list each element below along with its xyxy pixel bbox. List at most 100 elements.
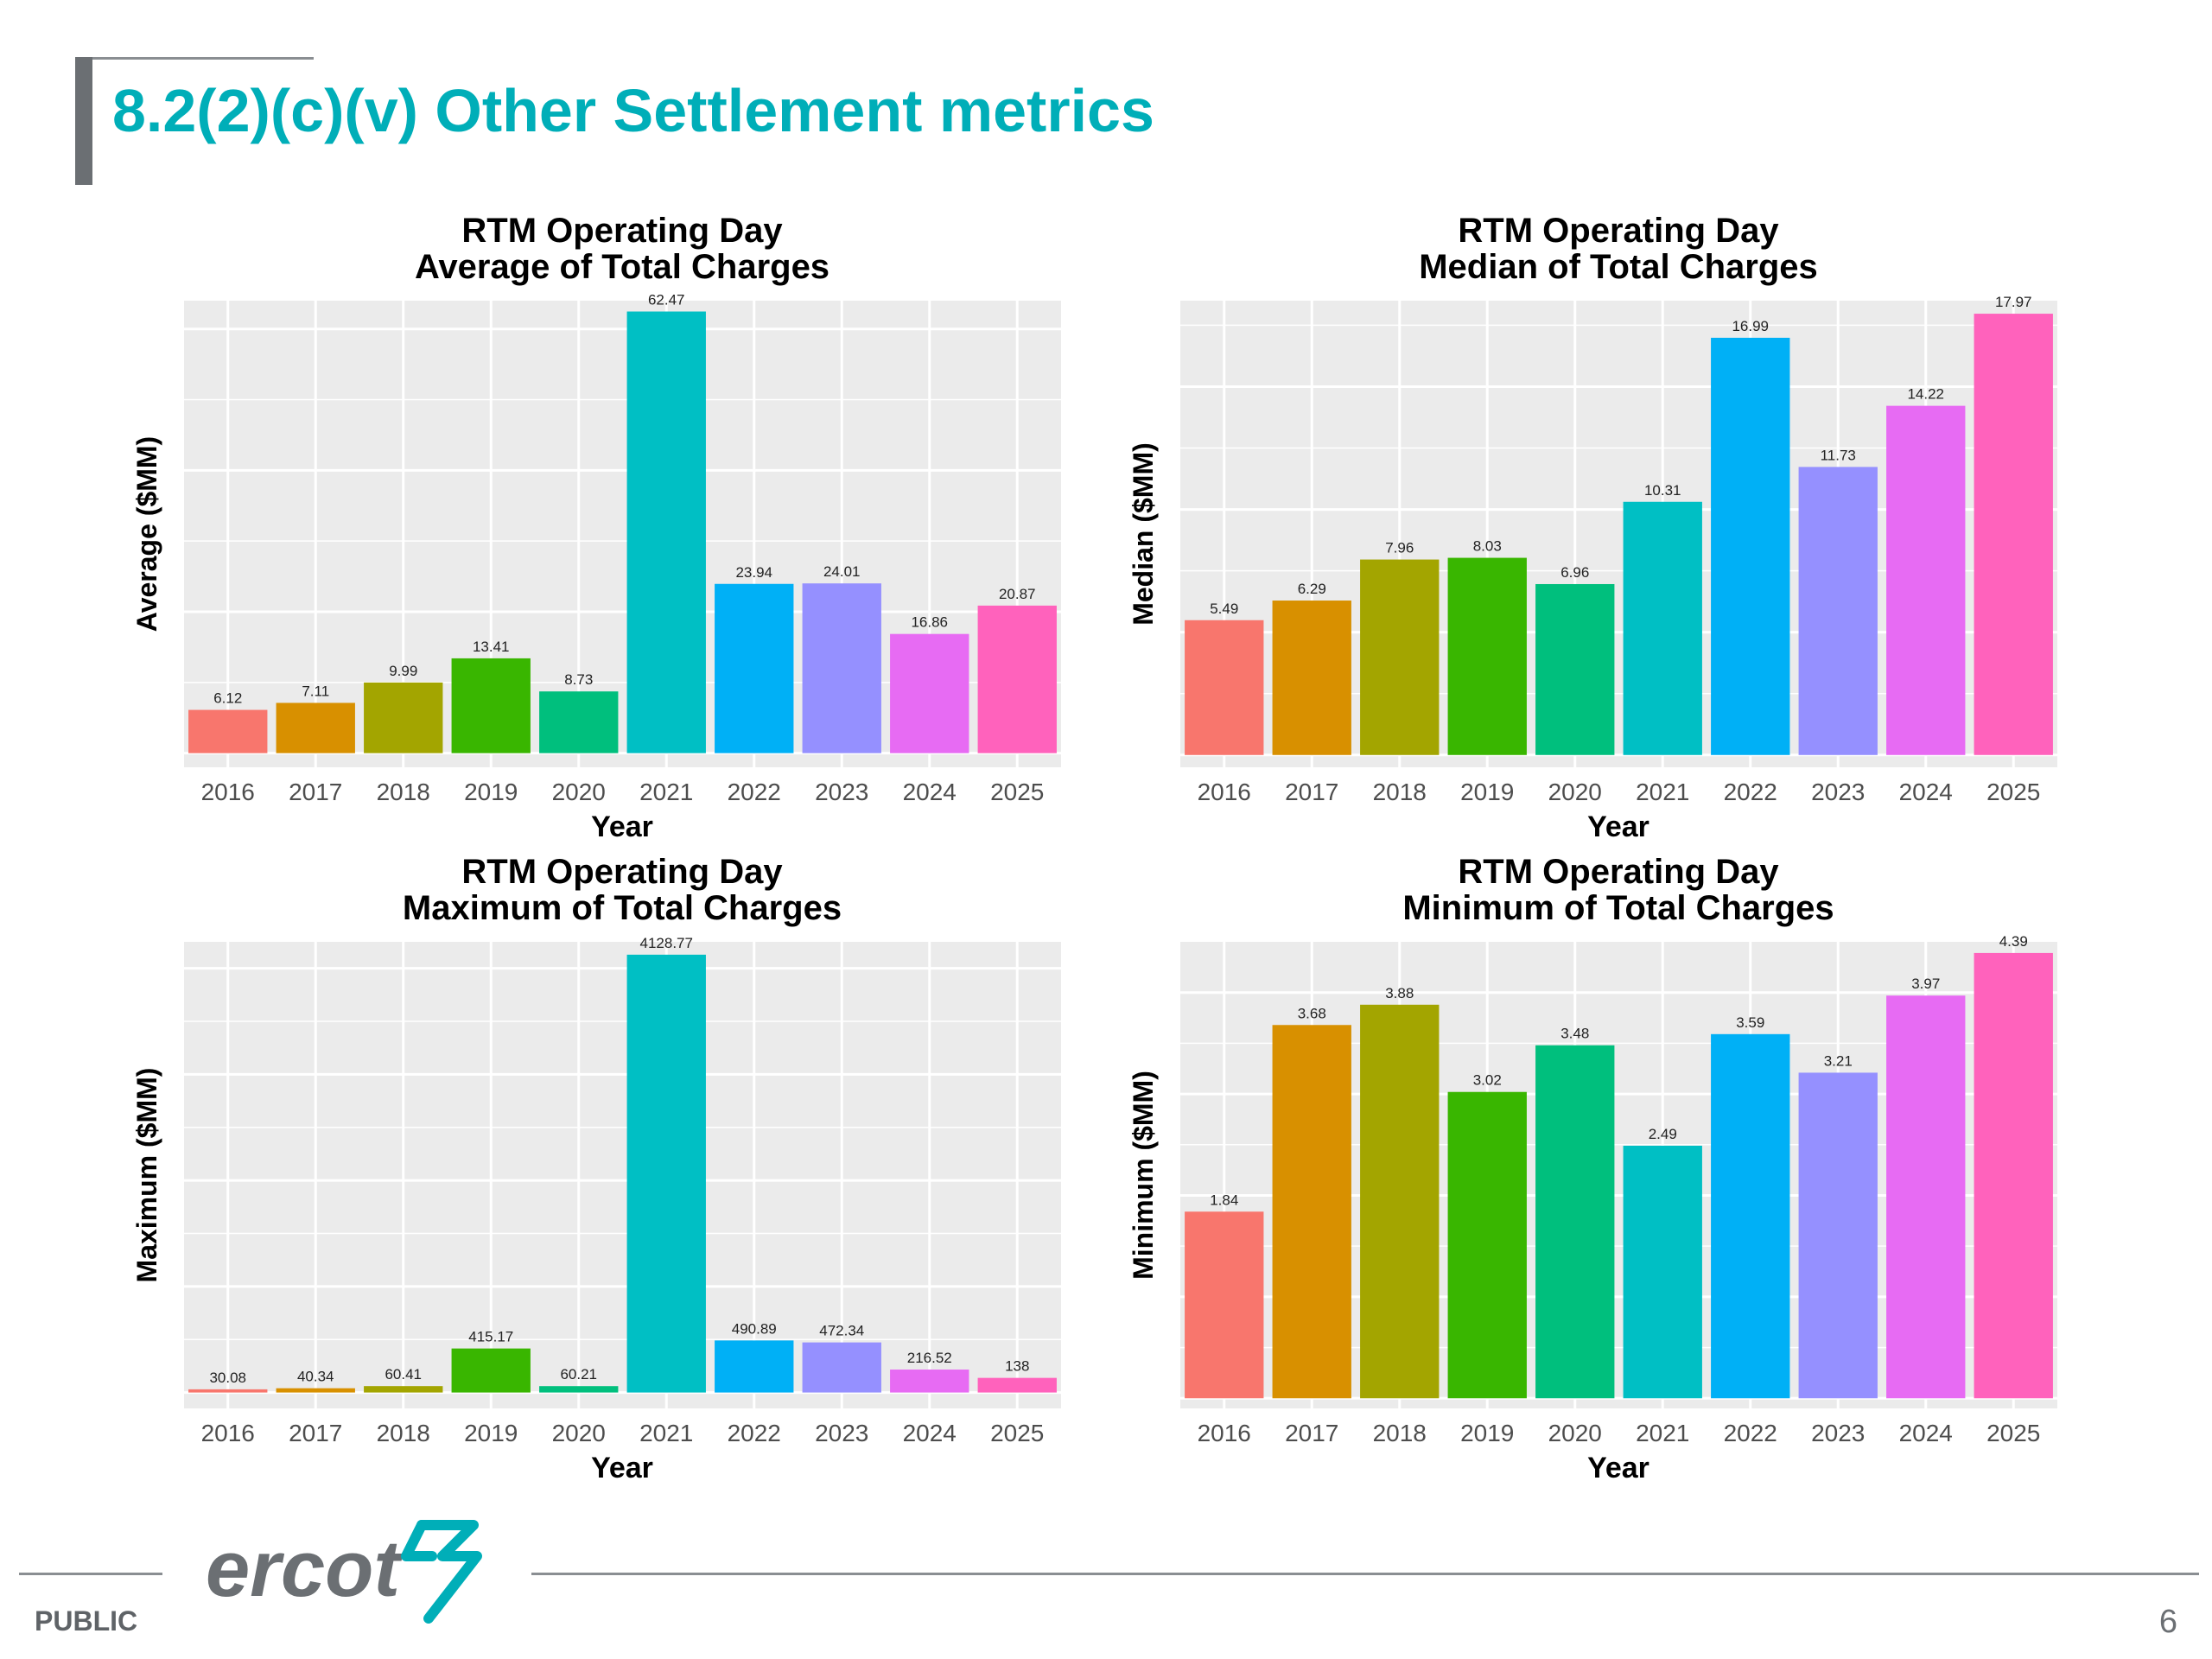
data-label-2025: 4.39	[1999, 933, 2028, 950]
chart-title-line: RTM Operating Day	[1458, 212, 1779, 250]
bar-2023	[1798, 467, 1878, 755]
bar-2018	[364, 1386, 443, 1393]
x-tick-label: 2016	[201, 779, 255, 805]
data-label-2016: 5.49	[1210, 601, 1238, 617]
y-axis-label: Median ($MM)	[1128, 442, 1159, 626]
data-label-2023: 11.73	[1821, 447, 1856, 463]
x-tick-label: 2023	[1811, 779, 1865, 805]
data-label-2025: 20.87	[999, 586, 1036, 602]
bar-2019	[1447, 1091, 1527, 1399]
x-tick-label: 2017	[289, 1420, 342, 1446]
bar-2022	[1711, 1033, 1790, 1399]
x-tick-label: 2025	[1986, 1420, 2040, 1446]
bar-2022	[1711, 337, 1790, 755]
data-label-2017: 7.11	[302, 683, 329, 699]
chart-title-line: Minimum of Total Charges	[1402, 889, 1834, 927]
bar-2017	[276, 702, 355, 753]
bar-2021	[1623, 1145, 1702, 1399]
bar-2016	[188, 709, 268, 753]
chart-title-line: RTM Operating Day	[461, 212, 783, 250]
x-tick-label: 2022	[1724, 1420, 1777, 1446]
data-label-2023: 24.01	[823, 563, 861, 580]
data-label-2017: 6.29	[1298, 581, 1326, 597]
data-label-2024: 216.52	[907, 1350, 952, 1366]
data-label-2016: 30.08	[209, 1370, 246, 1386]
data-label-2023: 472.34	[819, 1323, 864, 1339]
x-tick-label: 2016	[1198, 779, 1251, 805]
bar-2017	[276, 1388, 355, 1393]
x-tick-label: 2018	[377, 1420, 430, 1446]
x-tick-label: 2019	[464, 1420, 518, 1446]
x-tick-label: 2016	[201, 1420, 255, 1446]
x-tick-label: 2024	[1899, 1420, 1953, 1446]
x-tick-label: 2020	[1548, 1420, 1602, 1446]
bar-2021	[626, 954, 706, 1393]
data-label-2021: 2.49	[1649, 1126, 1677, 1142]
data-label-2022: 16.99	[1732, 318, 1769, 334]
bar-2024	[1886, 405, 1966, 755]
x-tick-label: 2021	[639, 1420, 693, 1446]
x-tick-label: 2021	[1636, 1420, 1689, 1446]
data-label-2020: 6.96	[1560, 564, 1589, 581]
bar-2018	[1360, 1004, 1440, 1399]
data-label-2018: 3.88	[1385, 985, 1414, 1001]
x-tick-label: 2022	[728, 1420, 781, 1446]
x-tick-label: 2021	[1636, 779, 1689, 805]
data-label-2024: 14.22	[1907, 386, 1944, 403]
x-tick-label: 2023	[815, 779, 868, 805]
data-label-2022: 3.59	[1736, 1014, 1764, 1031]
bar-2019	[451, 658, 531, 753]
x-tick-label: 2016	[1198, 1420, 1251, 1446]
bar-2022	[715, 1340, 794, 1393]
x-axis-label: Year	[1587, 1452, 1649, 1484]
chart-title-line: Average of Total Charges	[415, 248, 830, 286]
bar-2020	[1535, 583, 1615, 755]
ercot-logo-text: ercot	[206, 1525, 403, 1613]
title-accent-line	[75, 57, 314, 60]
bar-2016	[188, 1389, 268, 1393]
bar-2018	[1360, 559, 1440, 755]
data-label-2025: 17.97	[1995, 294, 2032, 310]
data-label-2021: 4128.77	[640, 935, 693, 951]
data-label-2019: 3.02	[1473, 1072, 1502, 1089]
data-label-2020: 8.73	[564, 671, 593, 688]
data-label-2021: 62.47	[648, 292, 685, 308]
data-label-2022: 23.94	[735, 564, 772, 581]
data-label-2016: 1.84	[1210, 1192, 1238, 1208]
x-tick-label: 2024	[903, 1420, 957, 1446]
bar-2020	[539, 1386, 619, 1393]
data-label-2022: 490.89	[732, 1320, 777, 1337]
data-label-2024: 3.97	[1911, 976, 1940, 992]
y-axis-label: Maximum ($MM)	[131, 1068, 162, 1283]
bar-2019	[1447, 557, 1527, 755]
x-tick-label: 2019	[464, 779, 518, 805]
bar-2017	[1272, 601, 1351, 755]
chart-title-line: RTM Operating Day	[461, 853, 783, 891]
bar-2024	[890, 633, 969, 753]
x-tick-label: 2022	[1724, 779, 1777, 805]
chart-title-line: Maximum of Total Charges	[403, 889, 842, 927]
data-label-2018: 9.99	[389, 663, 417, 679]
bar-2020	[1535, 1045, 1615, 1399]
data-label-2019: 13.41	[473, 639, 510, 655]
bar-2024	[1886, 995, 1966, 1399]
bar-2025	[1974, 314, 2053, 755]
bar-2023	[802, 583, 881, 753]
x-tick-label: 2023	[815, 1420, 868, 1446]
bar-2018	[364, 682, 443, 753]
x-tick-label: 2024	[903, 779, 957, 805]
data-label-2019: 8.03	[1473, 538, 1502, 555]
ercot-logo: ercot	[206, 1520, 482, 1624]
data-label-2019: 415.17	[468, 1329, 513, 1345]
x-tick-label: 2021	[639, 779, 693, 805]
data-label-2018: 7.96	[1385, 540, 1414, 556]
bar-2025	[977, 605, 1057, 753]
data-label-2017: 40.34	[297, 1369, 334, 1385]
x-tick-label: 2020	[1548, 779, 1602, 805]
x-tick-label: 2018	[377, 779, 430, 805]
bar-2023	[802, 1342, 881, 1393]
y-axis-label: Average ($MM)	[131, 436, 162, 632]
